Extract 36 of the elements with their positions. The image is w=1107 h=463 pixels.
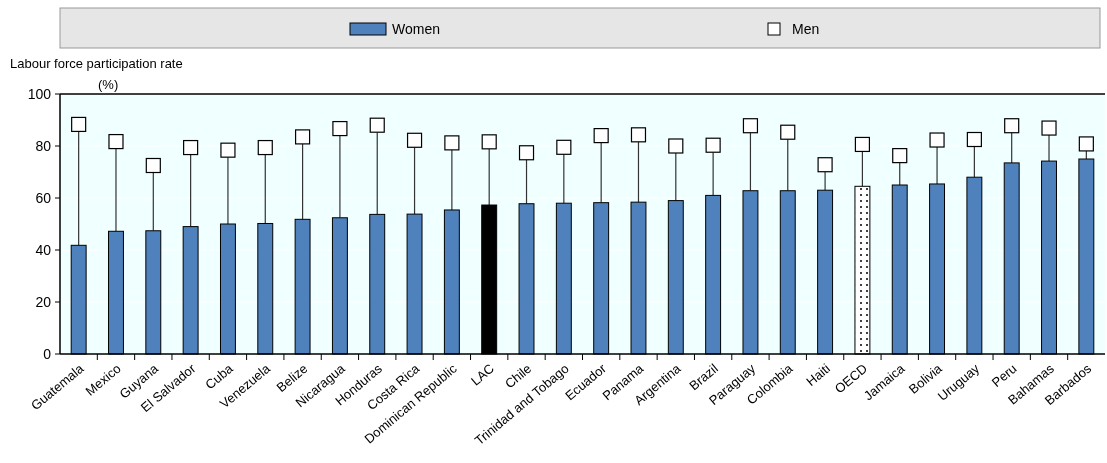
point [817, 157, 833, 173]
point [145, 157, 161, 174]
point [892, 148, 908, 164]
point [929, 132, 945, 148]
point [556, 139, 572, 155]
point [332, 120, 348, 137]
point [71, 116, 87, 133]
y-tick-label: 40 [35, 241, 52, 258]
point [854, 136, 871, 153]
point [668, 138, 684, 154]
point [220, 142, 236, 158]
point [780, 124, 796, 140]
x-tick-label: LAC [467, 360, 497, 389]
point [108, 133, 124, 150]
point [406, 132, 423, 148]
point [593, 128, 609, 144]
y-tick-label: 80 [35, 137, 52, 154]
point [369, 117, 385, 133]
point [742, 118, 759, 134]
point [966, 131, 982, 148]
legend-label: Men [792, 21, 820, 37]
point [481, 134, 497, 150]
point [1078, 136, 1094, 152]
y-tick-label: 20 [35, 293, 52, 310]
y-tick-label: 60 [35, 189, 52, 206]
point [257, 139, 273, 156]
point [183, 139, 199, 156]
point [294, 129, 311, 145]
point [518, 145, 535, 161]
point [1041, 120, 1057, 136]
point [444, 135, 460, 151]
point [630, 127, 647, 143]
point [1004, 118, 1020, 134]
point [705, 137, 721, 153]
legend-label: Women [392, 21, 440, 37]
y-tick-label: 0 [43, 345, 52, 362]
